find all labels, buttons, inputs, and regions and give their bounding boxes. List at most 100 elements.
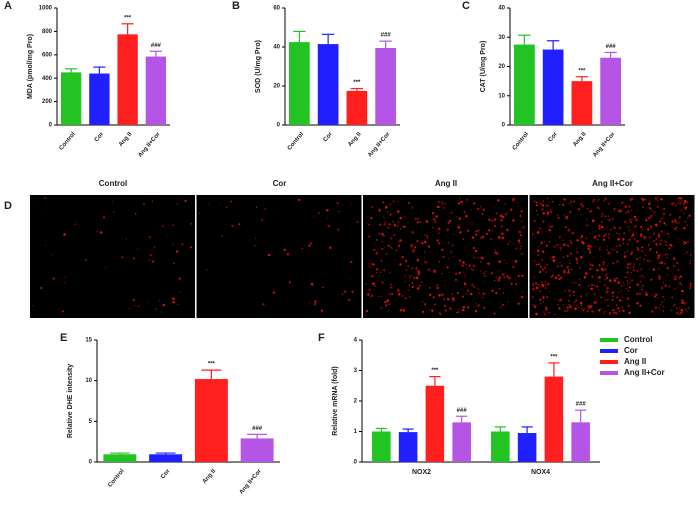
fluorescence-dot (600, 308, 602, 310)
fluorescence-dot (496, 252, 499, 255)
fluorescence-dot (537, 283, 540, 286)
fluorescence-dot (336, 202, 339, 205)
x-tick-label: Ang II+Cor (367, 131, 392, 159)
fluorescence-dot (581, 205, 584, 208)
fluorescence-dot (521, 221, 523, 223)
fluorescence-dot (548, 229, 551, 232)
fluorescence-dot (655, 294, 658, 296)
y-axis-label: Relative DHE intensity (67, 364, 74, 438)
fluorescence-dot (580, 235, 584, 238)
fluorescence-dot (485, 271, 487, 273)
fluorescence-dot (607, 290, 609, 293)
fluorescence-dot (635, 233, 638, 235)
fluorescence-dot (622, 242, 625, 245)
fluorescence-dot (611, 218, 614, 220)
fluorescence-dot (628, 205, 631, 208)
fluorescence-dot (415, 276, 419, 280)
fluorescence-dot (677, 238, 679, 240)
fluorescence-dot (365, 309, 369, 313)
fluorescence-dot (641, 288, 643, 291)
fluorescence-dot (623, 282, 625, 284)
fluorescence-dot (516, 292, 518, 294)
fluorescence-dot (689, 262, 691, 265)
fluorescence-dot (438, 209, 440, 211)
fluorescence-dot (683, 241, 686, 244)
fluorescence-dot (84, 259, 87, 262)
fluorescence-dot (261, 218, 264, 221)
fluorescence-dot (567, 245, 570, 247)
fluorescence-dot (148, 259, 150, 261)
fluorescence-dot (402, 226, 404, 228)
fluorescence-dot (434, 220, 437, 223)
fluorescence-dot (574, 309, 576, 311)
fluorescence-dot (411, 285, 414, 289)
fluorescence-dot (462, 237, 465, 240)
fluorescence-dot (378, 232, 381, 235)
bar (600, 57, 621, 125)
fluorescence-dot (554, 276, 557, 278)
fluorescence-dot (575, 257, 578, 260)
fluorescence-dot (521, 236, 523, 238)
fluorescence-dot (425, 220, 428, 223)
fluorescence-dot (520, 245, 522, 248)
fluorescence-dot (607, 202, 610, 204)
fluorescence-dot (580, 203, 583, 206)
fluorescence-dot (386, 299, 390, 302)
fluorescence-dot (518, 241, 521, 244)
fluorescence-dot (365, 258, 367, 260)
y-tick-label: 40 (498, 6, 505, 12)
fluorescence-dot (476, 230, 479, 232)
fluorescence-dot (392, 220, 394, 223)
fluorescence-dot (609, 200, 611, 203)
significance-label: *** (578, 68, 586, 74)
fluorescence-dot (686, 311, 688, 313)
bar (517, 433, 537, 462)
fluorescence-dot (640, 268, 643, 271)
fluorescence-dot (625, 212, 627, 214)
fluorescence-dot (552, 276, 554, 278)
fluorescence-dot (450, 211, 453, 214)
fluorescence-dot (532, 287, 535, 291)
fluorescence-dot (149, 254, 152, 257)
bar (542, 49, 564, 125)
fluorescence-dot (559, 249, 562, 251)
legend-label: Cor (624, 346, 638, 355)
fluorescence-dot (567, 228, 570, 232)
fluorescence-dot (576, 239, 579, 242)
y-tick-label: 5 (89, 419, 93, 425)
fluorescence-dot (538, 227, 541, 230)
fluorescence-dot (544, 306, 547, 308)
fluorescence-dot (483, 272, 485, 274)
fluorescence-dot (621, 306, 624, 308)
fluorescence-dot (551, 274, 554, 277)
fluorescence-dot (491, 289, 494, 292)
fluorescence-dot (591, 275, 594, 278)
fluorescence-dot (590, 287, 594, 291)
fluorescence-dot (617, 238, 620, 241)
fluorescence-dot (495, 292, 498, 295)
fluorescence-dot (636, 270, 639, 273)
fluorescence-dot (550, 236, 552, 238)
fluorescence-dot (544, 241, 546, 243)
fluorescence-dot (393, 223, 396, 225)
fluorescence-dot (680, 197, 683, 200)
fluorescence-dot (587, 304, 591, 308)
fluorescence-dot (608, 251, 611, 255)
fluorescence-dot (600, 214, 602, 216)
fluorescence-dot (542, 301, 544, 303)
fluorescence-dot (645, 219, 648, 222)
fluorescence-dot (128, 308, 130, 310)
fluorescence-dot (564, 290, 566, 292)
fluorescence-dot (620, 254, 621, 256)
fluorescence-dot (595, 245, 597, 248)
fluorescence-dot (431, 211, 435, 215)
fluorescence-dot (658, 312, 660, 314)
y-axis-label: SOD (U/mg Pro) (255, 40, 262, 93)
fluorescence-dot (533, 286, 535, 288)
fluorescence-dot (626, 280, 628, 282)
fluorescence-dot (390, 237, 393, 240)
fluorescence-dot (503, 276, 506, 279)
fluorescence-dot (637, 302, 639, 304)
bar (289, 42, 310, 125)
fluorescence-dot (446, 266, 449, 269)
